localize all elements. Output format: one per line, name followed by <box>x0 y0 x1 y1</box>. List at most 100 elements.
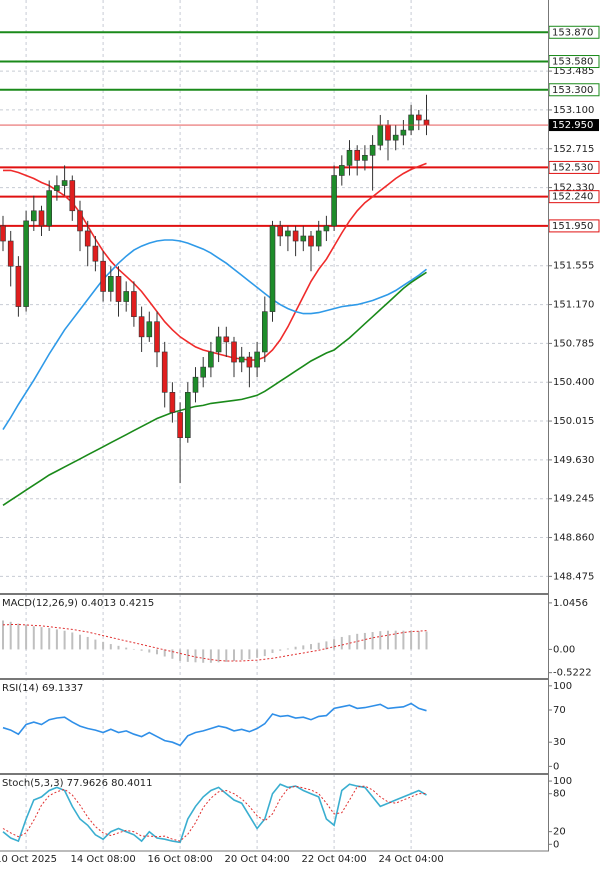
macd-bar <box>410 630 413 650</box>
candle-body <box>215 336 222 353</box>
candle-body <box>154 321 160 353</box>
macd-bar <box>40 627 43 650</box>
macd-bar <box>333 639 336 650</box>
y-tick-label: 148.475 <box>553 571 594 582</box>
macd-bar <box>387 630 389 650</box>
candle-body <box>61 180 68 186</box>
macd-bar <box>225 649 228 662</box>
candle-body <box>131 291 137 317</box>
candle-body <box>231 341 237 363</box>
macd-bar <box>209 649 212 663</box>
y-tick-label: 152.715 <box>553 144 594 155</box>
macd-bar <box>117 645 120 650</box>
candle-body <box>246 356 253 368</box>
candle-body <box>385 124 391 141</box>
indicator-line <box>2 702 427 747</box>
candle-body <box>292 230 299 242</box>
y-tick-label: 148.860 <box>553 533 594 544</box>
y-tick-label: 30 <box>553 737 566 748</box>
macd-bar <box>86 636 89 650</box>
macd-bar <box>71 632 74 650</box>
macd-bar <box>171 649 174 659</box>
macd-bar <box>417 631 420 650</box>
candle-body <box>285 230 291 237</box>
candle-body <box>315 230 322 247</box>
candle-body <box>300 235 307 242</box>
candle-body <box>15 265 22 307</box>
macd-bar <box>17 623 20 650</box>
candle-body <box>138 316 145 338</box>
macd-bar <box>371 632 374 650</box>
y-tick-label: 153.485 <box>553 66 594 77</box>
candle-body <box>346 149 353 166</box>
candle-body <box>200 366 206 378</box>
macd-bar <box>194 649 197 663</box>
candle-body <box>0 225 6 242</box>
candle-body <box>38 210 45 227</box>
candle-body <box>308 235 314 247</box>
indicator-line <box>2 271 427 506</box>
x-tick-label: 24 Oct 04:00 <box>378 854 443 865</box>
macd-bar <box>32 626 35 650</box>
candle-body <box>54 185 60 191</box>
x-tick-label: 10 Oct 2025 <box>0 854 57 865</box>
candle-body <box>254 351 260 368</box>
macd-bar <box>317 642 320 650</box>
macd-bar <box>2 620 4 650</box>
candle-body <box>238 356 245 363</box>
indicator-title: RSI(14) 69.1337 <box>2 683 83 694</box>
candle-body <box>369 144 376 156</box>
macd-bar <box>294 646 297 650</box>
macd-bar <box>233 649 235 661</box>
candle-body <box>415 114 422 121</box>
candle-body <box>69 180 76 212</box>
candle-body <box>277 225 284 237</box>
candle-body <box>354 149 361 161</box>
candle-body <box>338 165 345 176</box>
macd-bar <box>202 649 205 663</box>
macd-bar <box>94 639 97 650</box>
level-label: 153.300 <box>552 85 593 96</box>
y-tick-label: 151.555 <box>553 261 594 272</box>
candle-body <box>392 134 399 141</box>
macd-bar <box>63 630 66 650</box>
x-tick-label: 20 Oct 04:00 <box>224 854 289 865</box>
macd-bar <box>109 644 112 650</box>
macd-bar <box>48 628 51 650</box>
candle-body <box>77 210 83 232</box>
candle-body <box>123 291 129 302</box>
macd-bar <box>402 630 405 650</box>
macd-bar <box>356 633 359 650</box>
macd-bar <box>340 636 343 650</box>
candle-body <box>423 119 430 126</box>
current-price-label: 152.950 <box>552 120 593 131</box>
candle-body <box>7 240 14 267</box>
candle-body <box>46 190 53 227</box>
level-label: 153.870 <box>552 27 593 38</box>
y-tick-label: 100 <box>553 776 572 787</box>
macd-bar <box>279 649 282 651</box>
x-tick-label: 14 Oct 08:00 <box>70 854 135 865</box>
candle-body <box>92 245 99 262</box>
macd-bar <box>102 641 105 650</box>
macd-bar <box>263 649 266 657</box>
indicator-title: MACD(12,26,9) 0.4013 0.4215 <box>2 598 154 609</box>
macd-bar <box>271 649 274 653</box>
candle-body <box>115 276 122 302</box>
candle-body <box>408 114 414 131</box>
candle-body <box>161 351 168 393</box>
macd-bar <box>286 648 289 650</box>
macd-bar <box>310 644 312 650</box>
y-tick-label: 1.0456 <box>553 598 588 609</box>
macd-bar <box>179 649 182 661</box>
macd-bar <box>125 647 128 650</box>
candle-body <box>208 351 214 368</box>
y-tick-label: -0.5222 <box>553 668 592 679</box>
candle-body <box>169 392 176 413</box>
indicator-line <box>2 239 427 431</box>
macd-bar <box>302 645 305 650</box>
candle-body <box>192 376 199 393</box>
